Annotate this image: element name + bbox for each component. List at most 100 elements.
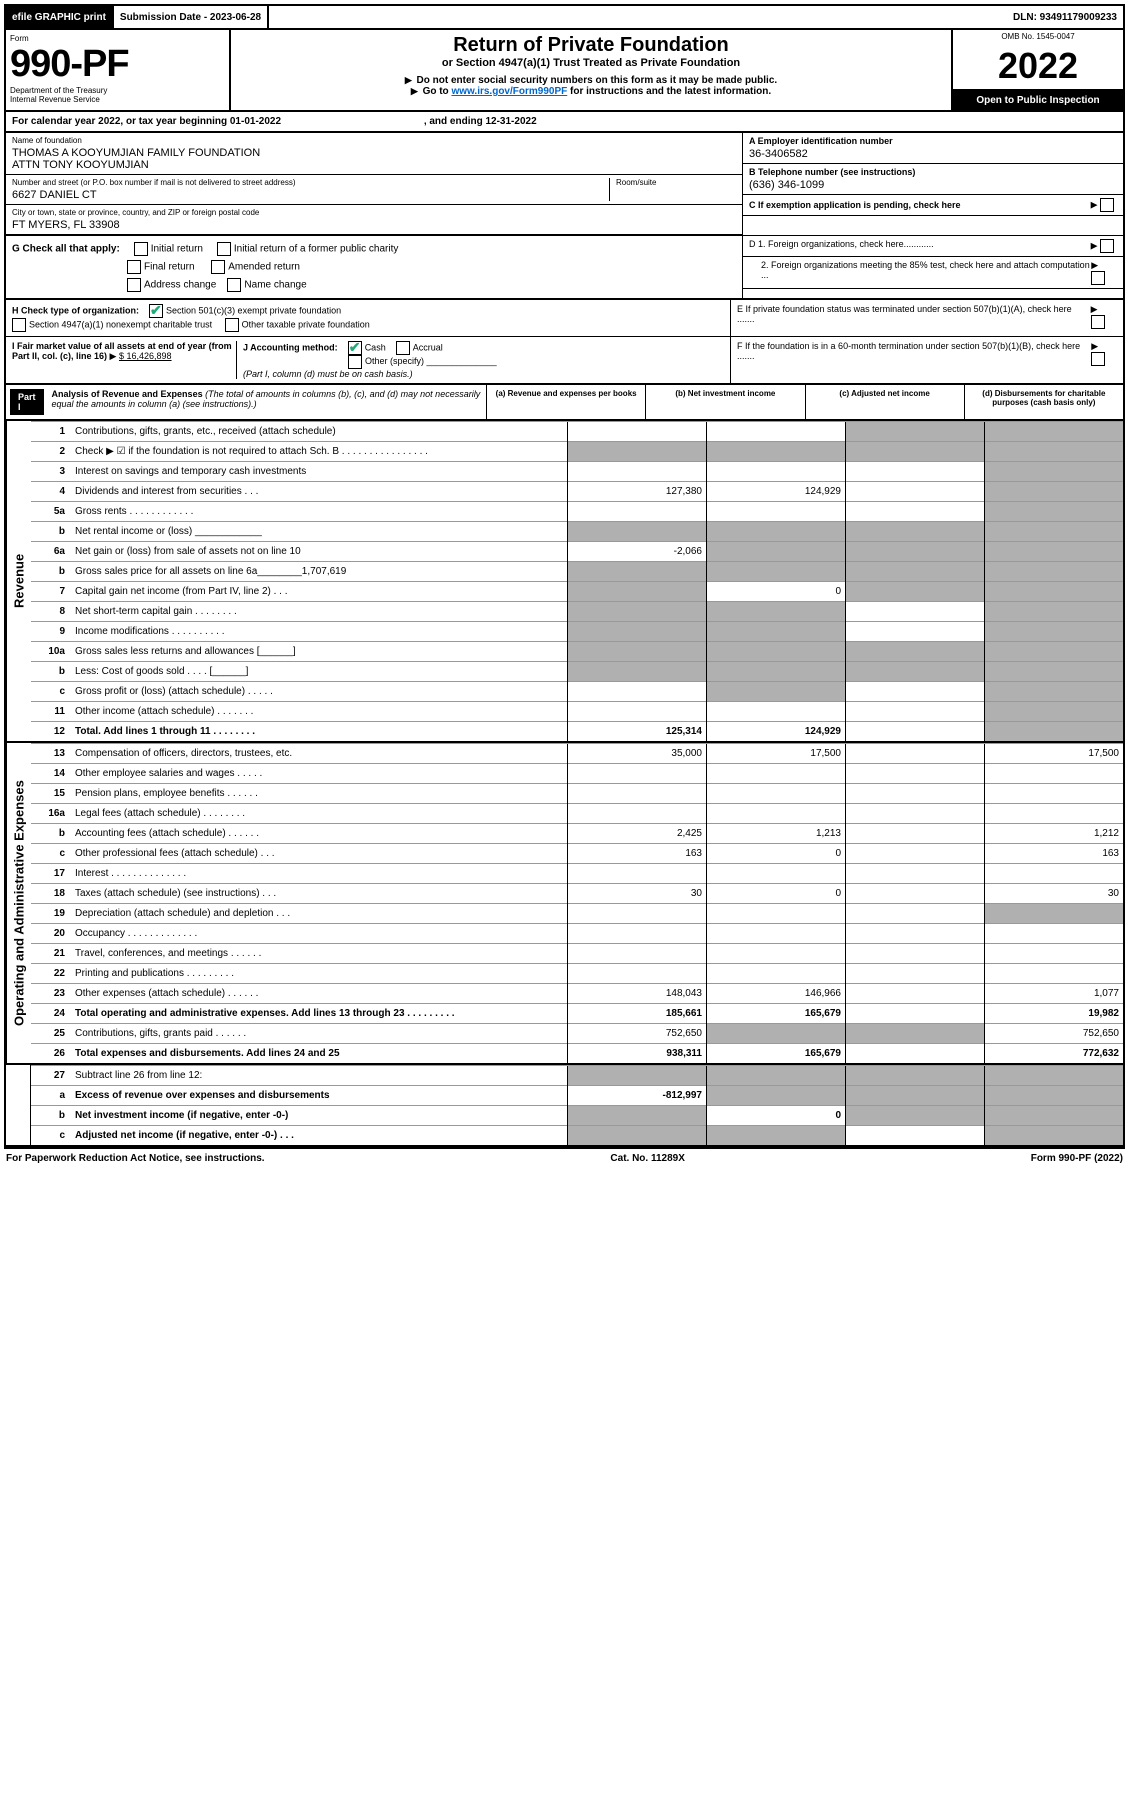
city-label: City or town, state or province, country… <box>12 208 736 217</box>
expenses-table: 13Compensation of officers, directors, t… <box>31 743 1123 1063</box>
form-number: 990-PF <box>10 43 225 86</box>
table-row: 17Interest . . . . . . . . . . . . . . <box>31 864 1123 884</box>
table-row: 16aLegal fees (attach schedule) . . . . … <box>31 804 1123 824</box>
table-row: cGross profit or (loss) (attach schedule… <box>31 682 1123 702</box>
table-row: bGross sales price for all assets on lin… <box>31 562 1123 582</box>
dln: DLN: 93491179009233 <box>269 6 1123 28</box>
note2b: for instructions and the latest informat… <box>570 86 771 97</box>
checkbox-4947[interactable] <box>12 318 26 332</box>
g1: Initial return <box>151 244 203 255</box>
revenue-label: Revenue <box>6 421 31 741</box>
table-row: 7Capital gain net income (from Part IV, … <box>31 582 1123 602</box>
table-row: 19Depreciation (attach schedule) and dep… <box>31 904 1123 924</box>
table-row: 22Printing and publications . . . . . . … <box>31 964 1123 984</box>
expenses-section: Operating and Administrative Expenses 13… <box>4 743 1125 1065</box>
checkbox-final-return[interactable] <box>127 260 141 274</box>
h2: Section 4947(a)(1) nonexempt charitable … <box>29 319 212 329</box>
checkbox-former-charity[interactable] <box>217 242 231 256</box>
checkbox-e[interactable] <box>1091 315 1105 329</box>
footer-right: Form 990-PF (2022) <box>1031 1153 1123 1164</box>
table-row: 11Other income (attach schedule) . . . .… <box>31 702 1123 722</box>
instructions-link[interactable]: www.irs.gov/Form990PF <box>451 86 567 97</box>
table-row: 8Net short-term capital gain . . . . . .… <box>31 602 1123 622</box>
table-row: cAdjusted net income (if negative, enter… <box>31 1126 1123 1146</box>
d1: D 1. Foreign organizations, check here..… <box>749 239 934 249</box>
ein-label: A Employer identification number <box>749 136 1117 146</box>
address: 6627 DANIEL CT <box>12 187 609 201</box>
h3: Other taxable private foundation <box>242 319 370 329</box>
table-row: 14Other employee salaries and wages . . … <box>31 764 1123 784</box>
checkbox-other-taxable[interactable] <box>225 318 239 332</box>
h-row: H Check type of organization: Section 50… <box>4 300 1125 337</box>
entity-info: Name of foundation THOMAS A KOOYUMJIAN F… <box>4 133 1125 235</box>
footer-left: For Paperwork Reduction Act Notice, see … <box>6 1153 265 1164</box>
net-spacer <box>6 1065 31 1145</box>
table-row: 12Total. Add lines 1 through 11 . . . . … <box>31 722 1123 742</box>
phone: (636) 346-1099 <box>749 177 1117 191</box>
checkbox-amended[interactable] <box>211 260 225 274</box>
f-label: F If the foundation is in a 60-month ter… <box>737 341 1091 379</box>
checkbox-c[interactable] <box>1100 198 1114 212</box>
checkbox-d2[interactable] <box>1091 271 1105 285</box>
expenses-label: Operating and Administrative Expenses <box>6 743 31 1063</box>
table-row: 21Travel, conferences, and meetings . . … <box>31 944 1123 964</box>
g-label: G Check all that apply: <box>12 244 120 255</box>
table-row: 26Total expenses and disbursements. Add … <box>31 1044 1123 1064</box>
checks-section: G Check all that apply: Initial return I… <box>4 235 1125 300</box>
net-table: 27Subtract line 26 from line 12:aExcess … <box>31 1065 1123 1145</box>
table-row: aExcess of revenue over expenses and dis… <box>31 1086 1123 1106</box>
table-row: 20Occupancy . . . . . . . . . . . . . <box>31 924 1123 944</box>
j1: Cash <box>365 342 386 352</box>
phone-label: B Telephone number (see instructions) <box>749 167 1117 177</box>
c-label: C If exemption application is pending, c… <box>749 200 961 210</box>
j2: Accrual <box>413 342 443 352</box>
table-row: 2Check ▶ ☑ if the foundation is not requ… <box>31 442 1123 462</box>
efile-label[interactable]: efile GRAPHIC print <box>6 6 114 28</box>
g6: Name change <box>244 280 306 291</box>
checkbox-accrual[interactable] <box>396 341 410 355</box>
table-row: 9Income modifications . . . . . . . . . … <box>31 622 1123 642</box>
open-inspection: Open to Public Inspection <box>953 91 1123 110</box>
ij-row: I Fair market value of all assets at end… <box>4 337 1125 385</box>
revenue-table: 1Contributions, gifts, grants, etc., rec… <box>31 421 1123 741</box>
checkbox-cash[interactable] <box>348 341 362 355</box>
arrow-icon: ▶ <box>1091 199 1098 209</box>
table-row: cOther professional fees (attach schedul… <box>31 844 1123 864</box>
table-row: 1Contributions, gifts, grants, etc., rec… <box>31 422 1123 442</box>
omb: OMB No. 1545-0047 <box>953 30 1123 43</box>
g4: Initial return of a former public charit… <box>234 244 399 255</box>
checkbox-501c3[interactable] <box>149 304 163 318</box>
top-bar: efile GRAPHIC print Submission Date - 20… <box>4 4 1125 30</box>
submission-date: Submission Date - 2023-06-28 <box>114 6 269 28</box>
table-row: bNet rental income or (loss) ___________… <box>31 522 1123 542</box>
note2: Go to <box>423 86 452 97</box>
arrow-icon: ▶ <box>1091 240 1098 250</box>
note1: Do not enter social security numbers on … <box>417 75 778 86</box>
checkbox-other-method[interactable] <box>348 355 362 369</box>
checkbox-f[interactable] <box>1091 352 1105 366</box>
cal-end: , and ending 12-31-2022 <box>424 116 537 127</box>
cal-begin: For calendar year 2022, or tax year begi… <box>12 116 281 127</box>
arrow-icon: ▶ <box>110 351 117 361</box>
col-d: (d) Disbursements for charitable purpose… <box>964 385 1123 419</box>
revenue-section: Revenue 1Contributions, gifts, grants, e… <box>4 421 1125 743</box>
table-row: 10aGross sales less returns and allowanc… <box>31 642 1123 662</box>
table-row: 5aGross rents . . . . . . . . . . . . <box>31 502 1123 522</box>
checkbox-initial-return[interactable] <box>134 242 148 256</box>
g3: Address change <box>144 280 216 291</box>
net-section: 27Subtract line 26 from line 12:aExcess … <box>4 1065 1125 1147</box>
table-row: 24Total operating and administrative exp… <box>31 1004 1123 1024</box>
checkbox-name-change[interactable] <box>227 278 241 292</box>
checkbox-d1[interactable] <box>1100 239 1114 253</box>
e-label: E If private foundation status was termi… <box>737 304 1091 332</box>
col-b: (b) Net investment income <box>645 385 804 419</box>
form-label: Form <box>10 34 225 43</box>
arrow-icon: ▶ <box>1091 260 1098 270</box>
checkbox-address-change[interactable] <box>127 278 141 292</box>
table-row: 15Pension plans, employee benefits . . .… <box>31 784 1123 804</box>
footer-center: Cat. No. 11289X <box>610 1153 684 1164</box>
table-row: 3Interest on savings and temporary cash … <box>31 462 1123 482</box>
i-val: $ 16,426,898 <box>119 351 172 361</box>
table-row: bAccounting fees (attach schedule) . . .… <box>31 824 1123 844</box>
table-row: 4Dividends and interest from securities … <box>31 482 1123 502</box>
